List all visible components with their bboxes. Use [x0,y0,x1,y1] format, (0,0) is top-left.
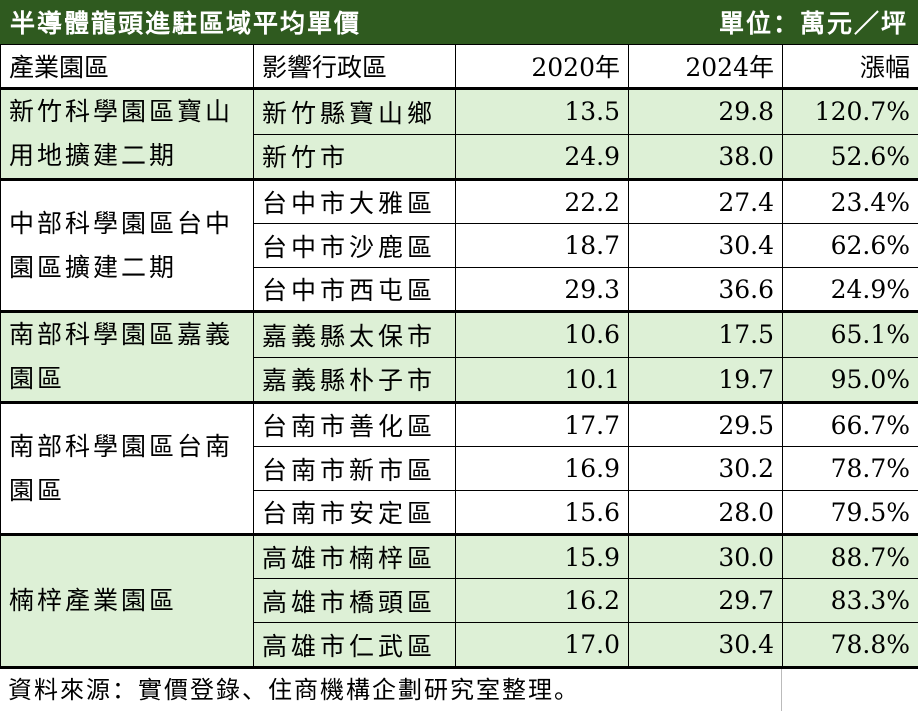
growth-cell: 62.6% [783,224,918,268]
district-cell: 台南市善化區 [254,403,456,447]
growth-cell: 65.1% [783,312,918,358]
district-cell: 台南市新市區 [254,447,456,491]
growth-cell: 79.5% [783,491,918,535]
price-2024-cell: 30.4 [629,224,783,268]
price-2020-cell: 13.5 [456,89,629,135]
district-cell: 高雄市橋頭區 [254,579,456,623]
park-cell: 楠梓產業園區 [1,535,254,667]
price-2024-cell: 38.0 [629,134,783,180]
price-2020-cell: 10.6 [456,312,629,358]
growth-cell: 120.7% [783,89,918,135]
header-row: 產業園區 影響行政區 2020年 2024年 漲幅 [1,45,918,89]
price-2024-cell: 29.8 [629,89,783,135]
price-2020-cell: 17.0 [456,623,629,667]
price-2024-cell: 30.0 [629,535,783,579]
district-cell: 台南市安定區 [254,491,456,535]
growth-cell: 95.0% [783,357,918,403]
district-cell: 嘉義縣朴子市 [254,357,456,403]
price-2024-cell: 29.7 [629,579,783,623]
source-note: 資料來源：實價登錄、住商機構企劃研究室整理。 [0,669,782,711]
price-2024-cell: 30.2 [629,447,783,491]
district-cell: 台中市沙鹿區 [254,224,456,268]
header-district: 影響行政區 [254,45,456,89]
price-2024-cell: 30.4 [629,623,783,667]
growth-cell: 24.9% [783,268,918,312]
price-2020-cell: 15.9 [456,535,629,579]
district-cell: 嘉義縣太保市 [254,312,456,358]
district-cell: 新竹市 [254,134,456,180]
growth-cell: 78.8% [783,623,918,667]
price-2020-cell: 24.9 [456,134,629,180]
district-cell: 高雄市楠梓區 [254,535,456,579]
park-cell: 新竹科學園區寶山用地擴建二期 [1,89,254,180]
unit-label: 單位：萬元／坪 [719,4,908,40]
growth-cell: 83.3% [783,579,918,623]
price-2020-cell: 22.2 [456,180,629,224]
price-2024-cell: 36.6 [629,268,783,312]
price-2024-cell: 19.7 [629,357,783,403]
district-cell: 台中市大雅區 [254,180,456,224]
district-cell: 高雄市仁武區 [254,623,456,667]
price-table: 產業園區 影響行政區 2020年 2024年 漲幅 新竹科學園區寶山用地擴建二期… [0,44,918,667]
price-2020-cell: 17.7 [456,403,629,447]
park-cell: 南部科學園區嘉義園區 [1,312,254,403]
district-cell: 台中市西屯區 [254,268,456,312]
growth-cell: 78.7% [783,447,918,491]
price-2020-cell: 16.2 [456,579,629,623]
price-2020-cell: 18.7 [456,224,629,268]
growth-cell: 88.7% [783,535,918,579]
title-bar: 半導體龍頭進駐區域平均單價 單位：萬元／坪 [0,0,918,44]
price-2024-cell: 29.5 [629,403,783,447]
price-2024-cell: 17.5 [629,312,783,358]
park-cell: 中部科學園區台中園區擴建二期 [1,180,254,312]
price-2020-cell: 10.1 [456,357,629,403]
growth-cell: 23.4% [783,180,918,224]
price-2024-cell: 27.4 [629,180,783,224]
header-2020: 2020年 [456,45,629,89]
growth-cell: 66.7% [783,403,918,447]
header-2024: 2024年 [629,45,783,89]
district-cell: 新竹縣寶山鄉 [254,89,456,135]
price-2024-cell: 28.0 [629,491,783,535]
growth-cell: 52.6% [783,134,918,180]
park-cell: 南部科學園區台南園區 [1,403,254,535]
price-2020-cell: 15.6 [456,491,629,535]
footer: 資料來源：實價登錄、住商機構企劃研究室整理。 [0,667,918,711]
price-2020-cell: 16.9 [456,447,629,491]
price-2020-cell: 29.3 [456,268,629,312]
header-growth: 漲幅 [783,45,918,89]
header-park: 產業園區 [1,45,254,89]
table-title: 半導體龍頭進駐區域平均單價 [10,4,361,40]
